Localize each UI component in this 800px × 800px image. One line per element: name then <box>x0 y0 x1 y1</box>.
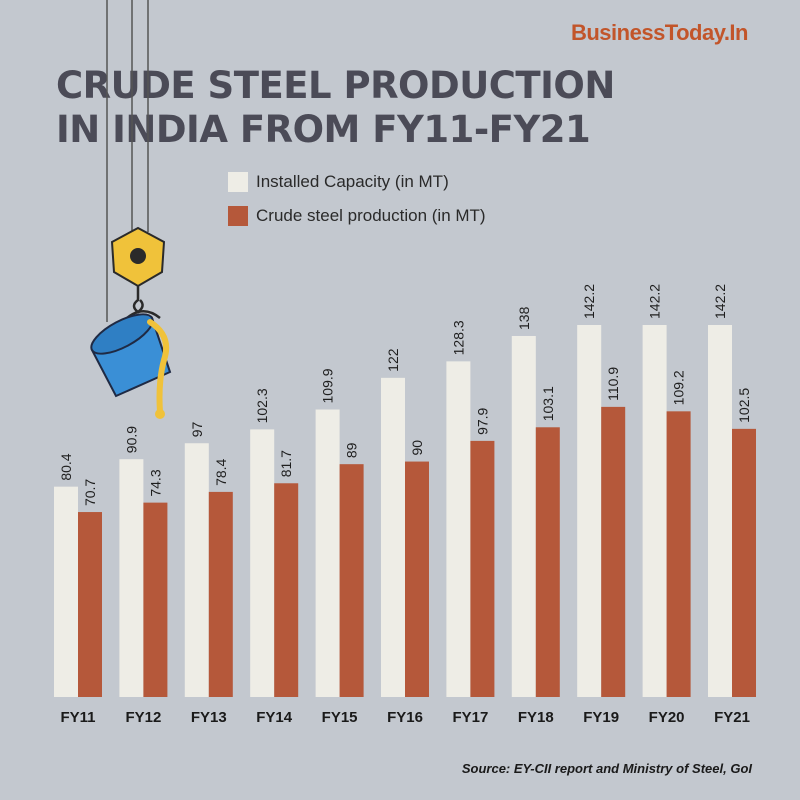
bar-production-fy12 <box>143 502 168 697</box>
bar-capacity-fy11 <box>54 486 78 697</box>
value-label-capacity-fy13: 97 <box>189 421 205 437</box>
legend-swatch-production <box>228 206 248 226</box>
legend-swatch-capacity <box>228 172 248 192</box>
x-axis-labels: FY11 FY12 FY13 FY14 FY15 FY16 FY17 FY18 FY19 FY20… <box>60 709 749 726</box>
x-label-fy15: FY15 <box>322 709 358 726</box>
value-label-production-fy11: 70.7 <box>82 479 98 506</box>
legend-label-production: Crude steel production (in MT) <box>256 206 486 225</box>
x-label-fy16: FY16 <box>387 709 423 726</box>
chart-title: CRUDE STEEL PRODUCTION IN INDIA FROM FY1… <box>56 64 615 151</box>
value-label-production-fy14: 81.7 <box>278 450 294 477</box>
legend-label-capacity: Installed Capacity (in MT) <box>256 172 449 191</box>
bar-production-fy19 <box>601 406 626 697</box>
value-label-capacity-fy20: 142.2 <box>647 284 663 319</box>
x-label-fy21: FY21 <box>714 709 750 726</box>
value-label-production-fy16: 90 <box>409 440 425 456</box>
x-label-fy13: FY13 <box>191 709 227 726</box>
bar-capacity-fy12 <box>119 459 144 697</box>
value-label-capacity-fy19: 142.2 <box>581 284 597 319</box>
value-label-capacity-fy18: 138 <box>516 306 532 330</box>
bar-production-fy14 <box>274 483 299 697</box>
bar-capacity-fy17 <box>446 361 471 697</box>
source-note: Source: EY-CII report and Ministry of St… <box>461 761 752 776</box>
bar-production-fy11 <box>78 512 102 697</box>
bar-capacity-fy15 <box>315 409 340 697</box>
bar-capacity-fy13 <box>184 443 209 697</box>
value-label-capacity-fy14: 102.3 <box>254 388 270 423</box>
bar-production-fy21 <box>732 428 756 697</box>
bar-production-fy20 <box>666 411 691 697</box>
bar-production-fy13 <box>208 491 233 697</box>
crane-ladle-illustration <box>90 0 172 419</box>
x-label-fy20: FY20 <box>649 709 685 726</box>
bar-capacity-fy18 <box>511 335 536 697</box>
bar-capacity-fy20 <box>642 325 667 697</box>
value-label-capacity-fy15: 109.9 <box>320 368 336 403</box>
bar-capacity-fy19 <box>577 325 602 697</box>
x-label-fy12: FY12 <box>125 709 161 726</box>
x-label-fy18: FY18 <box>518 709 554 726</box>
bar-capacity-fy21 <box>708 325 732 697</box>
value-label-capacity-fy12: 90.9 <box>123 426 139 453</box>
value-label-production-fy13: 78.4 <box>213 458 229 485</box>
value-label-capacity-fy21: 142.2 <box>712 284 728 319</box>
value-label-capacity-fy17: 128.3 <box>450 320 466 355</box>
brand-logo: BusinessToday.In <box>570 20 749 45</box>
bar-production-fy15 <box>339 464 364 697</box>
x-label-fy14: FY14 <box>256 709 293 726</box>
value-label-production-fy19: 110.9 <box>605 367 621 401</box>
bar-production-fy16 <box>405 461 429 697</box>
x-label-fy19: FY19 <box>583 709 619 726</box>
value-labels-group: 80.4 70.7 90.9 74.3 97 78.4 102.3 81.7 109.9 89 12… <box>58 284 752 506</box>
value-label-capacity-fy16: 122 <box>385 348 401 372</box>
x-label-fy11: FY11 <box>60 709 95 726</box>
bar-capacity-fy16 <box>381 377 405 697</box>
value-label-production-fy17: 97.9 <box>474 407 490 434</box>
bar-production-fy17 <box>470 440 495 697</box>
x-label-fy17: FY17 <box>452 709 488 726</box>
legend-item-capacity: Installed Capacity (in MT) <box>228 171 449 193</box>
value-label-production-fy20: 109.2 <box>671 370 687 405</box>
bars-group <box>54 325 756 697</box>
value-label-capacity-fy11: 80.4 <box>58 453 74 480</box>
value-label-production-fy18: 103.1 <box>540 386 556 421</box>
value-label-production-fy21: 102.5 <box>736 388 752 423</box>
legend-item-production: Crude steel production (in MT) <box>228 205 486 227</box>
bar-capacity-fy14 <box>250 429 275 697</box>
value-label-production-fy12: 74.3 <box>147 469 163 496</box>
bar-production-fy18 <box>535 427 560 697</box>
value-label-production-fy15: 89 <box>344 442 360 458</box>
